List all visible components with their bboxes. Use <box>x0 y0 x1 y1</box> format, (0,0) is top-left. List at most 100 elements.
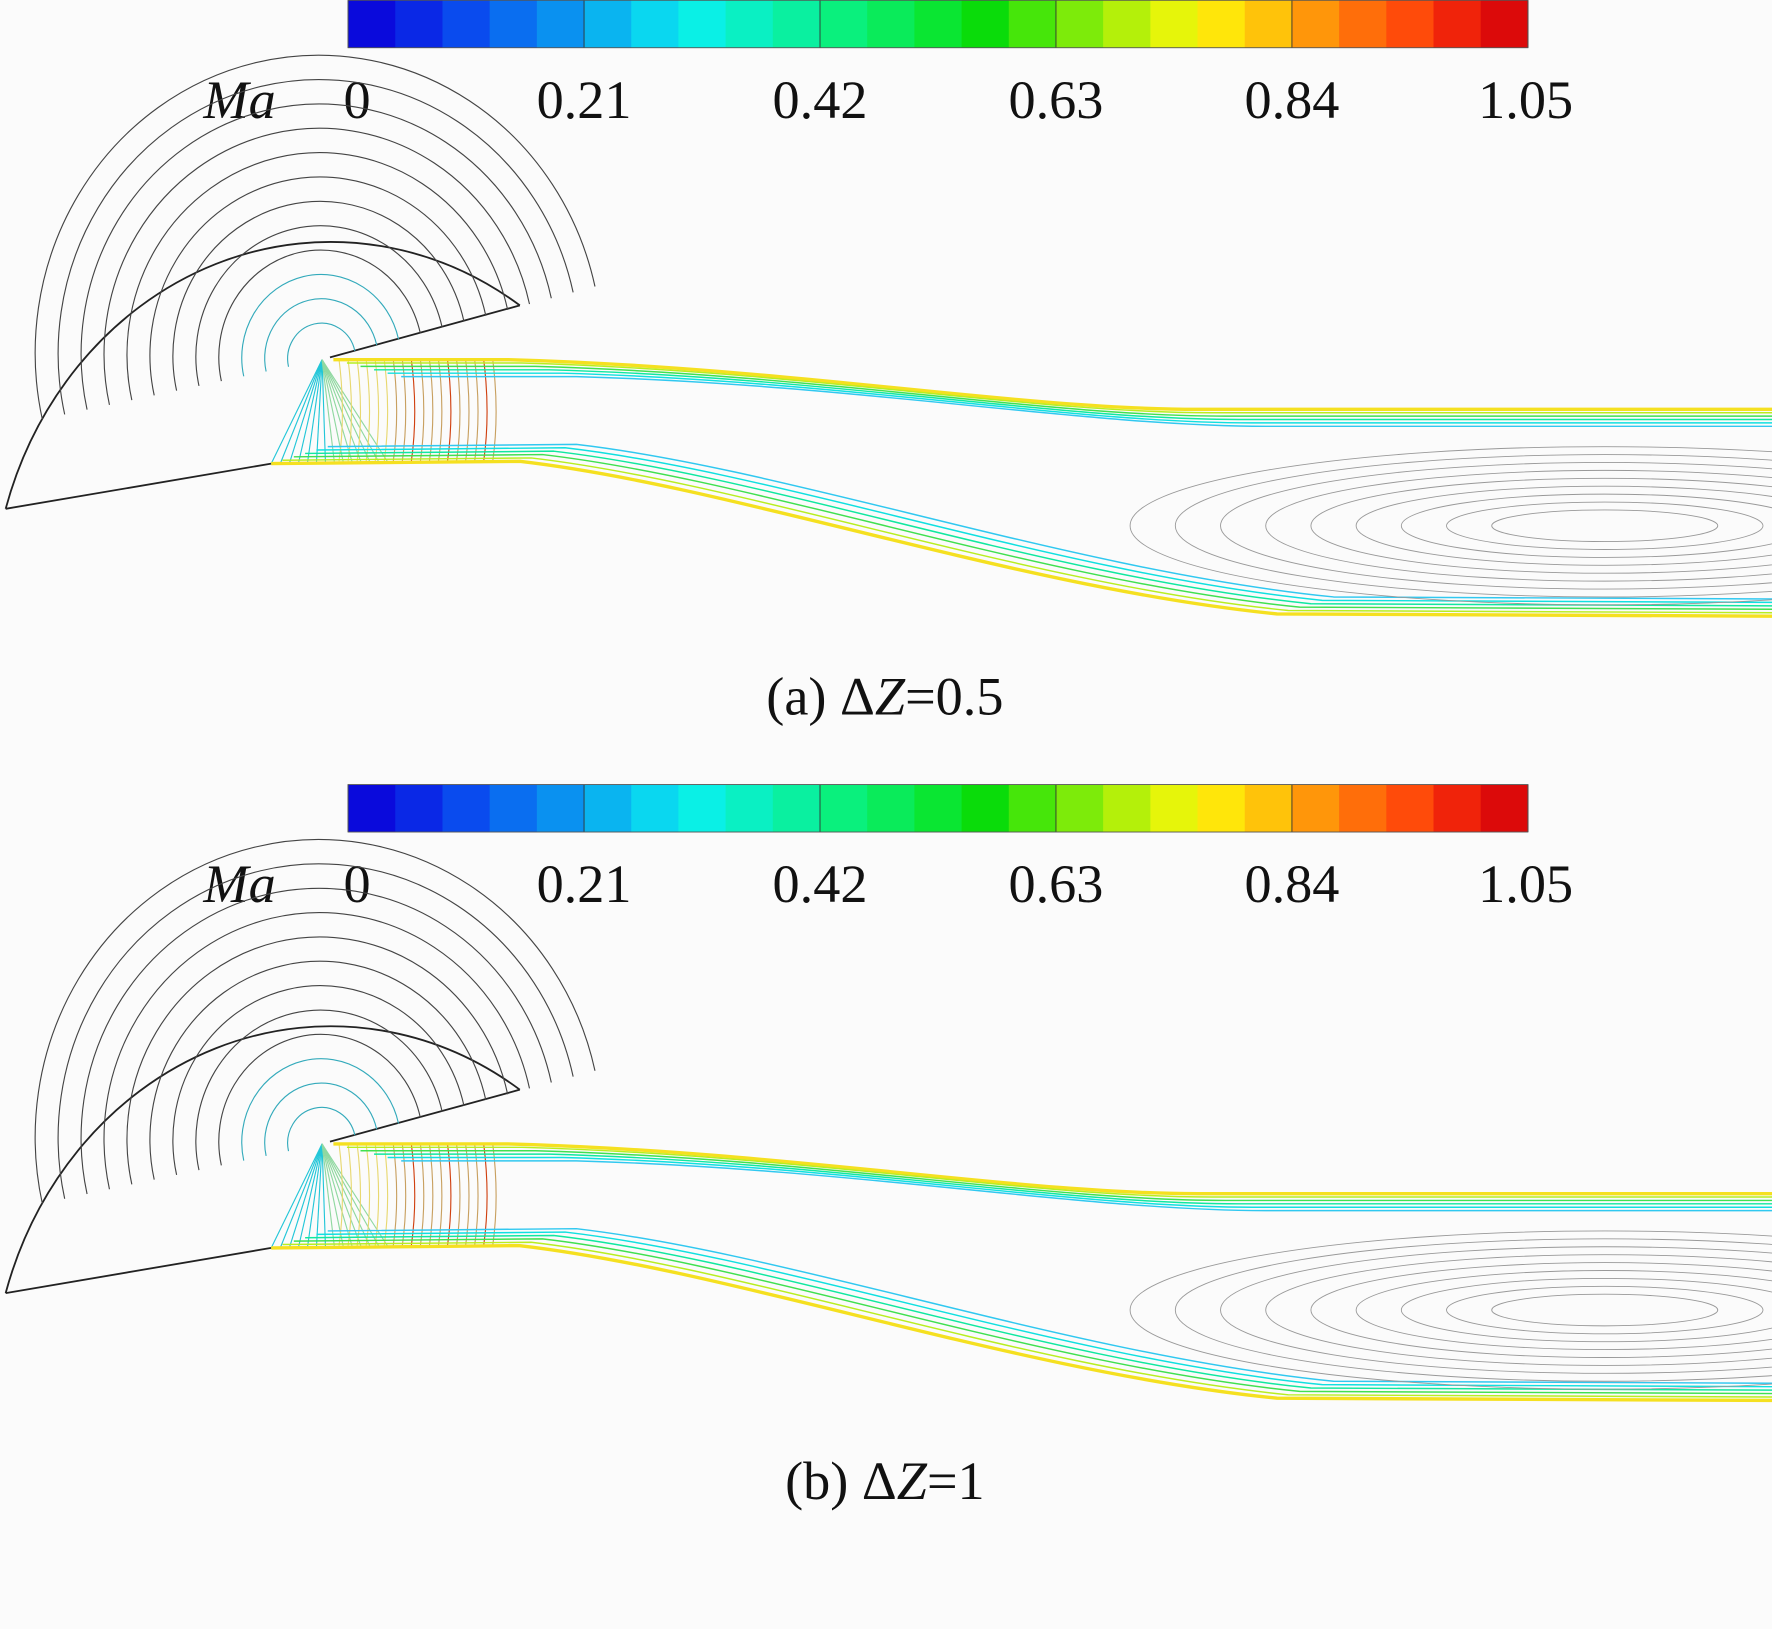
domain-outline <box>4 1025 521 1294</box>
top-wall-layer <box>333 1142 1772 1196</box>
streamline <box>1129 446 1772 606</box>
streamline <box>1446 501 1764 550</box>
contour-line <box>288 1143 323 1249</box>
colorbar-band <box>1150 0 1199 48</box>
contour-line <box>321 359 327 464</box>
contour-line <box>465 359 470 462</box>
streamline <box>1265 1254 1772 1366</box>
colorbar-band <box>1433 0 1482 48</box>
colorbar-band <box>536 0 585 48</box>
colorbar-band <box>772 0 821 48</box>
contour-line <box>456 359 461 462</box>
contour-line <box>392 359 398 462</box>
colorbar-band <box>1386 0 1435 48</box>
colorbar-tick-label: 0.42 <box>773 854 868 914</box>
top-wall-layer <box>360 365 1772 417</box>
contour-line <box>410 1143 416 1246</box>
colorbar-label: Ma <box>202 70 275 130</box>
contour-line <box>374 359 380 462</box>
colorbar-tick-label: 1.05 <box>1478 70 1573 130</box>
contour-line <box>321 1143 372 1249</box>
colorbar-band <box>1055 0 1104 48</box>
bottom-wall-layer <box>271 1243 1772 1403</box>
contour-line <box>374 1143 380 1246</box>
contour-line <box>356 1143 362 1246</box>
streamline <box>1220 462 1772 590</box>
colorbar-band <box>1433 784 1482 833</box>
colorbar-band <box>725 784 774 833</box>
colorbar-band <box>867 784 915 833</box>
contour-arc <box>195 225 443 386</box>
contour-arc <box>80 887 552 1195</box>
colorbar-band <box>867 0 915 48</box>
contour-line <box>321 1143 327 1248</box>
top-wall-layer <box>360 1149 1772 1202</box>
contour-arc <box>218 249 421 382</box>
caption-part: (b) Δ <box>785 1451 897 1511</box>
contour-line <box>347 359 352 462</box>
streamline <box>1265 469 1772 582</box>
colorbar-frame <box>347 784 1529 833</box>
bottom-wall-layer <box>305 450 1772 607</box>
contour-line <box>356 359 362 462</box>
domain-outline <box>4 241 521 510</box>
streamline <box>1446 1285 1764 1335</box>
contour-arc <box>34 838 596 1204</box>
contour-line <box>338 1143 343 1246</box>
contour-arc <box>287 1106 356 1152</box>
contour-line <box>419 1143 425 1246</box>
colorbar-band <box>1150 784 1199 833</box>
streamline <box>1400 1277 1772 1343</box>
colorbar-tick-label: 1.05 <box>1478 854 1573 914</box>
contour-arc <box>126 936 509 1185</box>
colorbar-band <box>1008 784 1057 833</box>
colorbar-band <box>1197 0 1246 48</box>
streamline <box>1310 477 1772 574</box>
caption: (b) ΔZ=1 <box>785 1451 985 1511</box>
contour-arc <box>264 298 378 372</box>
colorbar-band <box>1103 0 1151 48</box>
streamline <box>1220 1246 1772 1374</box>
caption-part: Z <box>897 1451 928 1511</box>
contour-line <box>492 359 497 462</box>
contour-line <box>288 359 323 464</box>
contour-arc <box>103 912 531 1190</box>
contour-line <box>474 1143 479 1246</box>
colorbar-band <box>725 0 774 48</box>
contour-line <box>437 359 443 462</box>
contour-arc <box>149 176 487 396</box>
colorbar-band <box>631 0 679 48</box>
contour-line <box>492 1143 497 1246</box>
contour-arc <box>57 863 574 1199</box>
bottom-wall-layer <box>316 447 1772 604</box>
contour-line <box>474 359 479 462</box>
caption-part: Z <box>875 666 906 726</box>
colorbar-band <box>1480 0 1529 48</box>
caption-part: (a) Δ <box>766 666 875 726</box>
contour-line <box>383 359 389 462</box>
contour-line <box>306 1143 323 1248</box>
colorbar-band <box>1197 784 1246 833</box>
contour-line <box>321 359 372 464</box>
contour-line <box>321 359 354 464</box>
contour-line <box>483 359 488 462</box>
contour-line <box>338 359 343 462</box>
bottom-wall-layer <box>305 1234 1772 1391</box>
colorbar-tick-label: 0.63 <box>1009 854 1104 914</box>
colorbar-band <box>442 784 491 833</box>
colorbar-band <box>395 784 444 833</box>
colorbar-tick-label: 0.84 <box>1244 70 1339 130</box>
streamline <box>1310 1262 1772 1358</box>
streamline <box>1129 1230 1772 1390</box>
contour-arc <box>172 985 465 1176</box>
bottom-wall-layer <box>293 453 1772 611</box>
contour-line <box>279 1143 323 1249</box>
streamline <box>1174 454 1772 598</box>
colorbar-band <box>961 0 1010 48</box>
caption-part: =1 <box>927 1451 985 1511</box>
streamline <box>1174 1238 1772 1382</box>
contour-arc <box>264 1082 378 1156</box>
contour-line <box>365 1143 371 1246</box>
bottom-wall-layer <box>316 1231 1772 1388</box>
